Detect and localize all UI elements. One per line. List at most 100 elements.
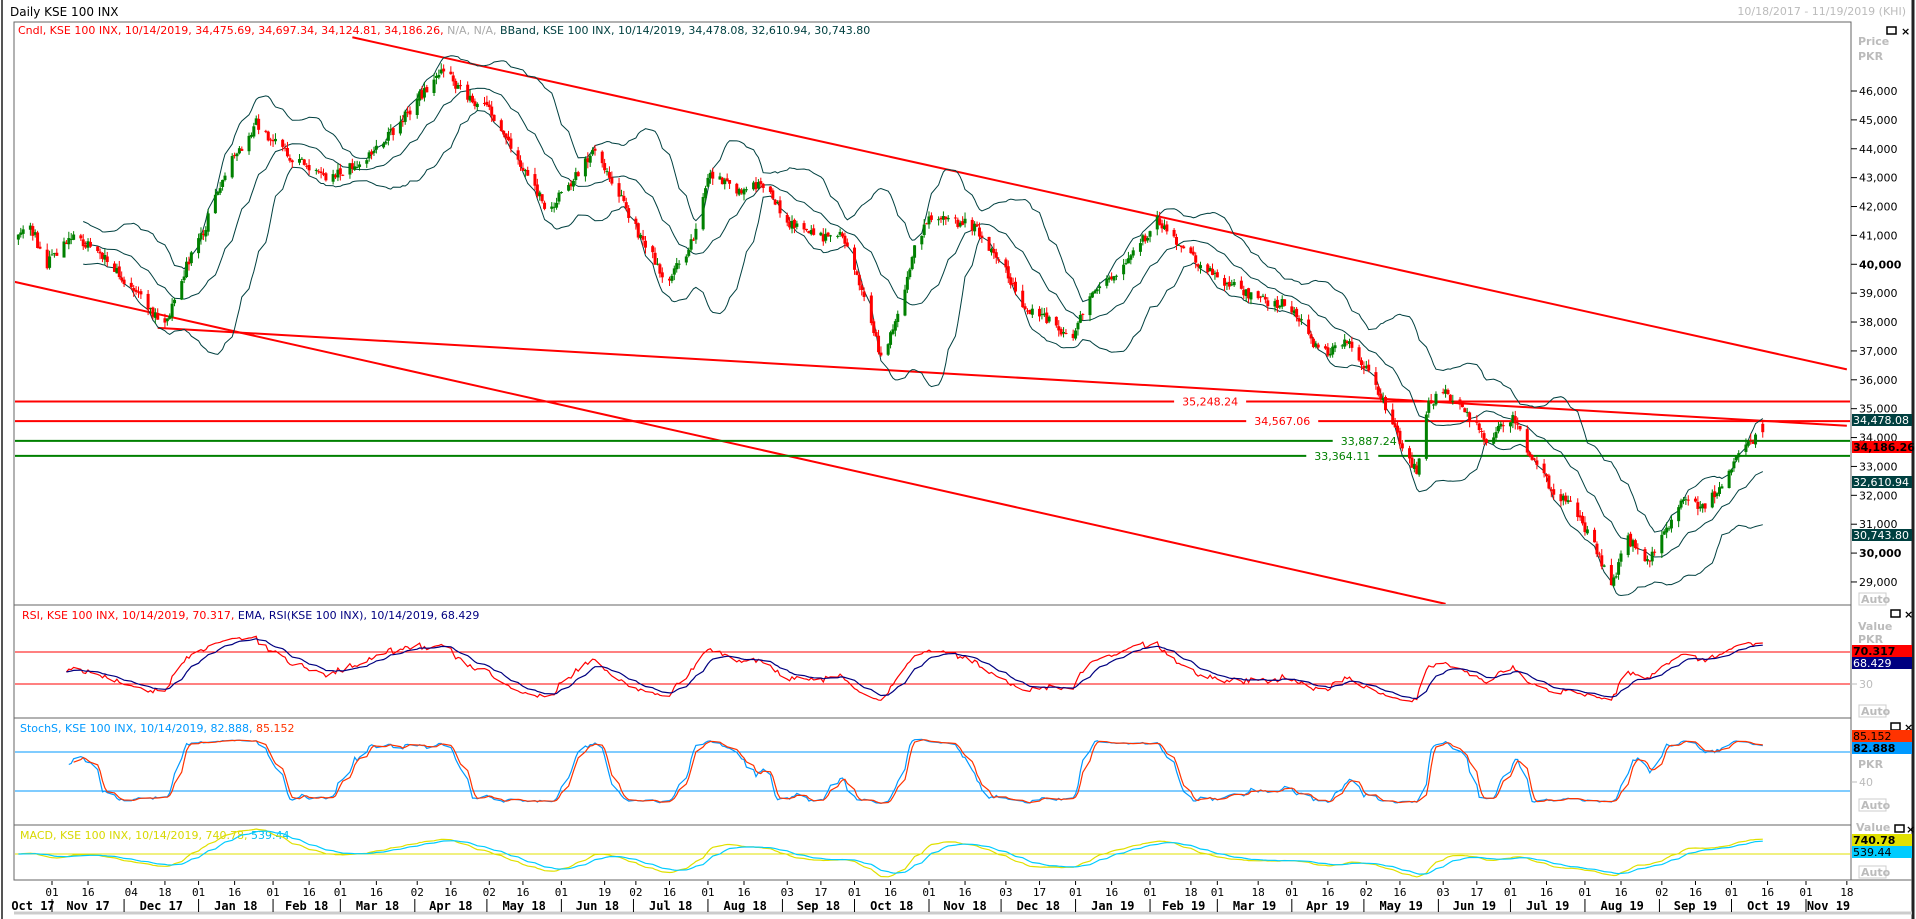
- candle-body: [434, 75, 438, 78]
- candle: [290, 159, 294, 168]
- candle-body: [1347, 341, 1351, 344]
- ema-value-box: 68.429: [1853, 657, 1892, 670]
- candle: [624, 197, 628, 211]
- candle: [970, 217, 974, 236]
- candle-body: [619, 195, 623, 197]
- candle-body: [1749, 439, 1753, 441]
- candle: [1667, 526, 1671, 532]
- candle: [1129, 254, 1133, 265]
- candle-body: [451, 75, 455, 82]
- candle-body: [795, 223, 799, 227]
- candle-body: [1451, 400, 1455, 402]
- candle-body: [740, 190, 744, 194]
- candle: [826, 231, 830, 237]
- candle: [804, 228, 808, 232]
- day-tick-label: 01: [1069, 886, 1082, 899]
- candle-body: [809, 230, 813, 235]
- stoch-plot[interactable]: [14, 738, 1851, 805]
- candle: [1278, 304, 1282, 310]
- candle-body: [526, 170, 530, 176]
- candle: [692, 237, 696, 242]
- price-tick-label: 31,000: [1859, 518, 1898, 531]
- candle-body: [1054, 316, 1058, 326]
- price-value-box: 34,186.26: [1853, 441, 1915, 454]
- candle-body: [1174, 236, 1178, 245]
- candle: [896, 310, 900, 328]
- macd-auto-button[interactable]: Auto: [1861, 866, 1891, 879]
- candle-body: [593, 148, 597, 151]
- price-tick-label: 45,000: [1859, 114, 1898, 127]
- candle-body: [1384, 396, 1388, 411]
- month-label: Nov 18: [943, 899, 986, 913]
- candle: [1021, 284, 1025, 308]
- candle: [1244, 289, 1248, 302]
- macd-plot[interactable]: [14, 828, 1851, 878]
- candle: [1030, 304, 1034, 318]
- candle: [961, 216, 965, 226]
- month-label: Nov 19: [1807, 899, 1850, 913]
- candle-body: [838, 231, 842, 235]
- rsi-auto-button[interactable]: Auto: [1861, 705, 1891, 718]
- candle-body: [1569, 500, 1573, 502]
- candle-body: [1093, 290, 1097, 294]
- close-panel-icon[interactable]: ×: [1901, 25, 1910, 38]
- price-tick-label: 43,000: [1859, 172, 1898, 185]
- candle: [1597, 551, 1601, 558]
- candle-body: [670, 275, 674, 281]
- candle: [1148, 230, 1152, 243]
- price-axis-title: Price: [1858, 35, 1889, 48]
- candle-body: [802, 223, 806, 230]
- candle-body: [1376, 386, 1380, 395]
- candle: [555, 197, 559, 210]
- candle: [653, 247, 657, 266]
- candle: [1263, 293, 1267, 304]
- candle-body: [442, 68, 446, 72]
- candle: [115, 263, 119, 274]
- macd-line: [18, 828, 1763, 878]
- candle-body: [1703, 503, 1707, 509]
- candle: [771, 188, 775, 200]
- candle-body: [112, 263, 116, 272]
- candle: [603, 158, 607, 174]
- candle-body: [1129, 255, 1133, 260]
- maximize-panel-icon[interactable]: [1894, 824, 1905, 833]
- close-panel-icon[interactable]: ×: [1904, 608, 1913, 621]
- candle-body: [622, 195, 626, 201]
- candle: [742, 187, 746, 201]
- candle: [1141, 233, 1145, 246]
- candle: [809, 225, 813, 236]
- candle: [31, 223, 35, 241]
- month-label: Feb 18: [285, 899, 328, 913]
- rsi-plot[interactable]: [14, 635, 1851, 703]
- candle-body: [756, 182, 760, 189]
- candle: [1162, 219, 1166, 230]
- candle: [216, 190, 220, 196]
- rsi-value-boxes: 70.317 68.429: [1852, 645, 1912, 670]
- day-tick-label: 16: [958, 886, 971, 899]
- signal-legend-text: 539.44: [251, 829, 290, 842]
- day-tick-label: 02: [411, 886, 424, 899]
- candle: [941, 211, 945, 226]
- candle: [206, 209, 210, 236]
- candle: [701, 193, 705, 231]
- maximize-panel-icon[interactable]: [1890, 609, 1901, 618]
- candle: [1239, 276, 1243, 290]
- close-panel-icon[interactable]: ×: [1906, 823, 1915, 836]
- candle-body: [45, 249, 49, 269]
- candle-body: [1232, 281, 1236, 286]
- close-panel-icon[interactable]: ×: [1904, 721, 1913, 734]
- stoch-auto-button[interactable]: Auto: [1861, 799, 1891, 812]
- candle: [989, 247, 993, 256]
- candle: [569, 180, 573, 191]
- candle: [283, 143, 287, 152]
- candle: [1730, 468, 1734, 476]
- maximize-panel-icon[interactable]: [1886, 26, 1897, 35]
- candle: [466, 81, 470, 103]
- price-legend: Cndl, KSE 100 INX, 10/14/2019, 34,475.69…: [18, 24, 870, 37]
- candle: [1662, 529, 1666, 535]
- price-plot[interactable]: 35,248.24 34,567.06 33,887.24 33,364.11: [12, 36, 1851, 604]
- candle-body: [1578, 515, 1582, 518]
- candle: [838, 228, 842, 237]
- price-auto-button[interactable]: Auto: [1861, 593, 1891, 606]
- day-tick-label: 04: [125, 886, 139, 899]
